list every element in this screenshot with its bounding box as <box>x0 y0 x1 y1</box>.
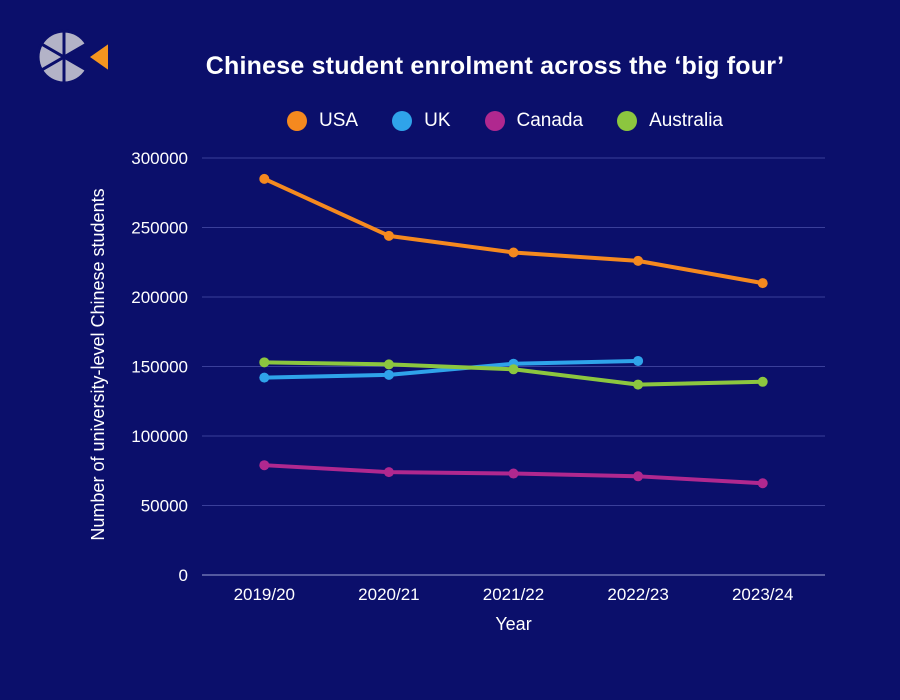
x-tick-label: 2019/20 <box>234 585 295 604</box>
x-tick-label: 2020/21 <box>358 585 419 604</box>
legend-marker-australia <box>617 111 638 131</box>
data-point-australia <box>633 379 644 390</box>
y-tick-label: 250000 <box>131 219 188 238</box>
series-line-uk <box>262 358 641 380</box>
legend-item-usa[interactable]: USA <box>287 110 358 132</box>
data-point-uk <box>633 355 644 366</box>
data-point-canada <box>508 468 519 479</box>
data-point-uk <box>259 372 270 383</box>
y-tick-label: 200000 <box>131 288 188 307</box>
legend-marker-usa <box>287 111 308 131</box>
x-tick-label: 2022/23 <box>607 585 668 604</box>
data-point-usa <box>757 278 768 289</box>
y-tick-label: 50000 <box>141 497 188 516</box>
data-point-canada <box>259 460 270 471</box>
y-tick-label: 100000 <box>131 427 188 446</box>
chart-legend: USA UK Canada Australia <box>0 110 900 132</box>
y-axis-label: Number of university-level Chinese stude… <box>88 188 108 540</box>
chart-title: Chinese student enrolment across the ‘bi… <box>205 52 785 80</box>
series-line-usa <box>262 176 765 286</box>
segmented-circle-logo-icon <box>36 29 108 85</box>
legend-item-canada[interactable]: Canada <box>484 110 584 132</box>
legend-label-usa: USA <box>319 110 359 131</box>
data-point-canada <box>633 471 644 482</box>
data-point-usa <box>508 247 519 258</box>
data-point-australia <box>508 364 519 375</box>
data-point-usa <box>383 230 394 241</box>
y-tick-label: 150000 <box>131 358 188 377</box>
legend-marker-canada <box>484 111 505 131</box>
data-point-australia <box>259 357 270 368</box>
data-point-australia <box>383 359 394 370</box>
y-tick-label: 300000 <box>131 149 188 168</box>
x-tick-label: 2023/24 <box>732 585 793 604</box>
logo-accent <box>90 44 108 70</box>
data-point-canada <box>383 467 394 478</box>
data-point-uk <box>383 369 394 380</box>
data-point-australia <box>757 376 768 387</box>
legend-marker-uk <box>392 111 413 131</box>
data-point-usa <box>259 173 270 184</box>
legend-item-australia[interactable]: Australia <box>617 110 723 132</box>
legend-label-uk: UK <box>424 110 451 131</box>
data-point-canada <box>757 478 768 489</box>
legend-item-uk[interactable]: UK <box>392 110 451 132</box>
logo-segment <box>39 29 66 60</box>
x-tick-label: 2021/22 <box>483 585 544 604</box>
data-point-usa <box>633 255 644 266</box>
legend-label-australia: Australia <box>649 110 723 131</box>
x-axis-label: Year <box>495 614 531 634</box>
y-tick-label: 0 <box>179 566 188 585</box>
legend-label-canada: Canada <box>516 110 584 131</box>
